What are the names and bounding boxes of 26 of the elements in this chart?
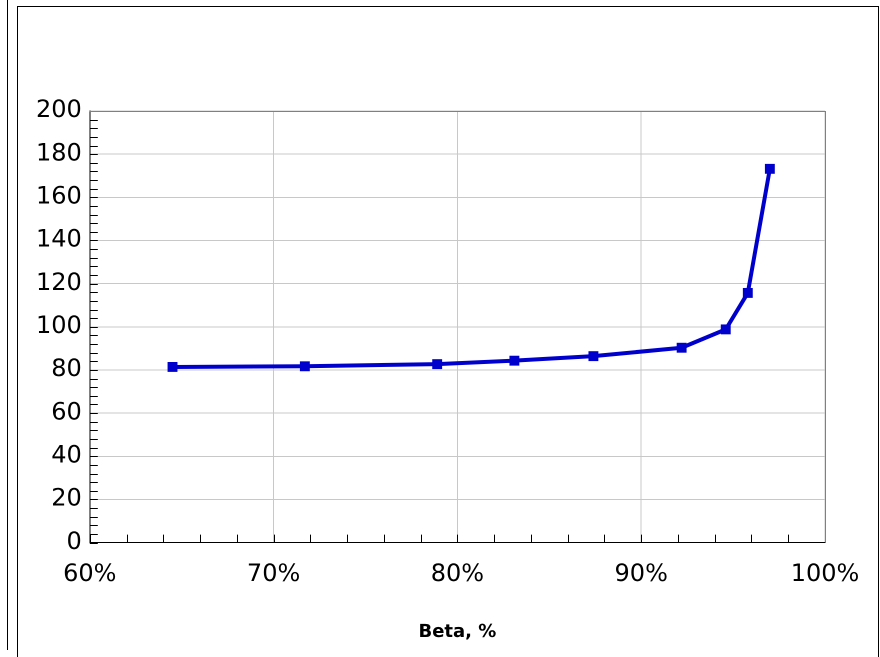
point [742, 288, 753, 298]
x-tick-label: 90% [614, 559, 668, 588]
y-tick-label: 60 [51, 397, 82, 426]
point [300, 361, 310, 372]
y-tick-label: 40 [51, 440, 82, 469]
x-axis-title: Beta, % [418, 620, 496, 642]
point [676, 342, 687, 353]
point [764, 164, 775, 174]
y-tick-label: 20 [51, 484, 82, 512]
y-tick-label: 200 [36, 95, 82, 124]
y-tick-label: 120 [36, 268, 82, 296]
y-tick-label: 180 [36, 138, 82, 166]
y-tick-label: 160 [36, 182, 82, 210]
point [588, 351, 598, 362]
x-tick-label: 70% [246, 559, 300, 588]
x-tick-label: 80% [430, 559, 484, 588]
point [432, 359, 442, 370]
point [168, 362, 178, 372]
point [509, 356, 520, 366]
x-tick-label: 60% [63, 559, 116, 588]
point [720, 324, 731, 334]
y-tick-label: 100 [36, 311, 82, 340]
x-tick-label: 100% [790, 559, 860, 588]
y-tick-label: 80 [51, 354, 82, 382]
y-tick-label: 0 [66, 526, 82, 555]
y-tick-label: 140 [36, 224, 82, 253]
